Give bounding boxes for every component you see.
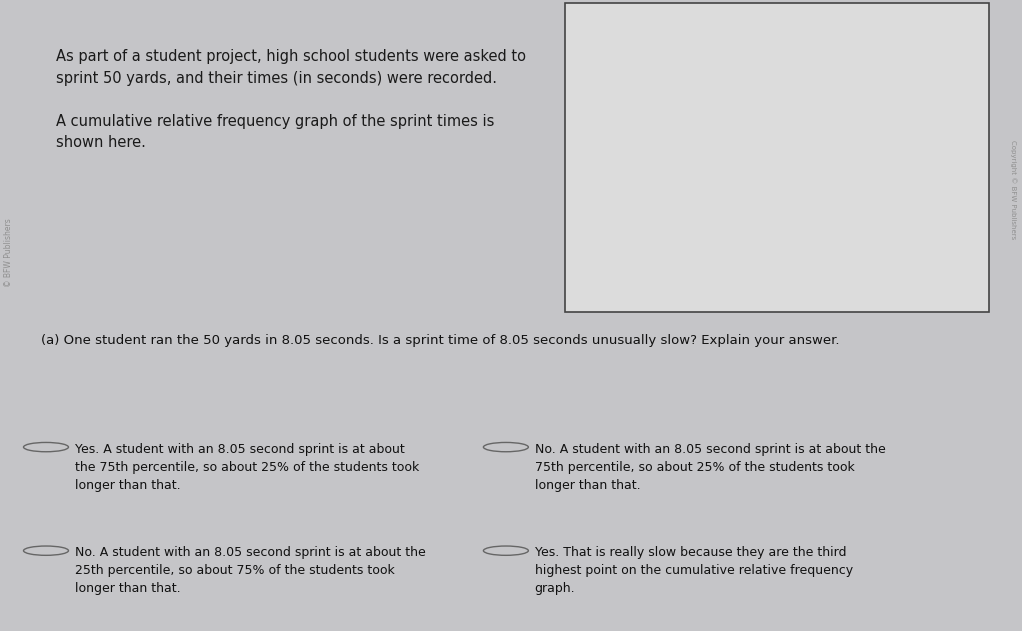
Y-axis label: Cumulative relative
frequency (%): Cumulative relative frequency (%) <box>582 81 609 197</box>
X-axis label: Sprint time (sec): Sprint time (sec) <box>751 288 870 301</box>
Text: Yes. A student with an 8.05 second sprint is at about
the 75th percentile, so ab: Yes. A student with an 8.05 second sprin… <box>75 443 419 492</box>
Text: No. A student with an 8.05 second sprint is at about the
75th percentile, so abo: No. A student with an 8.05 second sprint… <box>535 443 885 492</box>
Text: Yes. That is really slow because they are the third
highest point on the cumulat: Yes. That is really slow because they ar… <box>535 546 852 596</box>
Text: No. A student with an 8.05 second sprint is at about the
25th percentile, so abo: No. A student with an 8.05 second sprint… <box>75 546 425 596</box>
Text: Copyright © BFW Publishers: Copyright © BFW Publishers <box>1011 139 1017 239</box>
Text: © BFW Publishers: © BFW Publishers <box>4 218 12 286</box>
Text: As part of a student project, high school students were asked to
sprint 50 yards: As part of a student project, high schoo… <box>56 49 526 150</box>
Text: (a) One student ran the 50 yards in 8.05 seconds. Is a sprint time of 8.05 secon: (a) One student ran the 50 yards in 8.05… <box>41 334 839 347</box>
